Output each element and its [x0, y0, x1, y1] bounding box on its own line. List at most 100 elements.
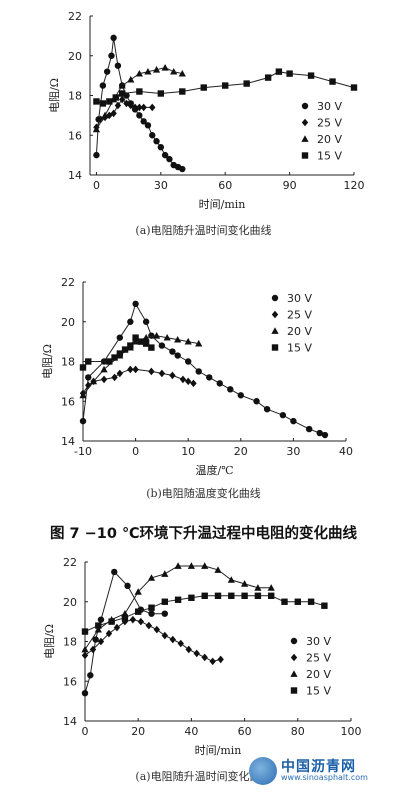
x-tick-label: 80: [291, 725, 305, 738]
y-tick-label: 20: [63, 596, 77, 609]
data-point: [169, 635, 176, 644]
data-point: [127, 75, 135, 83]
watermark: 中国沥青网 www.sinoasphalt.com: [249, 755, 399, 785]
data-point: [118, 90, 126, 97]
legend-marker: [271, 327, 279, 334]
y-tick-label: 22: [63, 556, 77, 569]
data-point: [140, 118, 147, 125]
data-point: [179, 375, 187, 384]
data-point: [174, 562, 182, 569]
series-line-30v: [84, 570, 165, 694]
data-point: [111, 373, 118, 382]
data-point: [114, 62, 122, 69]
data-point: [158, 369, 166, 378]
y-tick-label: 18: [61, 356, 75, 369]
x-tick-label: 0: [82, 725, 89, 738]
data-point: [137, 617, 145, 626]
data-point: [129, 615, 137, 624]
x-tick-label: 10: [181, 445, 195, 458]
y-axis-label: 电阻/Ω: [41, 344, 54, 379]
series-line-15v: [84, 595, 325, 633]
data-point: [111, 568, 118, 576]
watermark-name: 中国沥青网: [281, 759, 356, 775]
data-point: [217, 655, 224, 664]
data-point: [222, 82, 229, 89]
data-point: [281, 598, 288, 605]
x-tick-label: 60: [218, 179, 232, 192]
legend-label: 20 V: [306, 668, 331, 681]
data-point: [177, 639, 184, 648]
x-tick-label: 40: [184, 725, 198, 738]
legend-marker: [301, 152, 309, 159]
data-point: [305, 425, 313, 433]
chart-panel-time-2: 0 20 40 60 80 100 14 16 18 20 22 时间/min 电阻/Ω 30 V 25 V…: [0, 548, 407, 793]
data-point: [142, 340, 150, 347]
chart-panel-time-1: 0 30 60 90 120 14 16 18 20 22 时间/min 电阻/Ω 30 V 25 V 20…: [0, 0, 407, 245]
legend-label: 25 V: [317, 117, 342, 130]
data-point: [179, 165, 186, 173]
data-point: [188, 594, 195, 601]
data-point: [81, 689, 89, 697]
legend-marker: [290, 670, 298, 677]
x-tick-label: 20: [131, 725, 145, 738]
data-point: [237, 392, 244, 399]
data-point: [81, 645, 89, 653]
data-point: [140, 103, 147, 112]
x-tick-label: 60: [238, 725, 252, 738]
legend-marker: [290, 637, 298, 645]
data-point: [85, 358, 92, 365]
data-point: [161, 63, 169, 71]
data-point: [145, 621, 153, 630]
x-tick-label: 0: [132, 445, 139, 458]
x-axis-label: 时间/min: [195, 744, 242, 757]
data-point: [132, 300, 139, 308]
data-point: [209, 657, 216, 666]
data-point: [185, 358, 192, 365]
data-point: [103, 68, 111, 75]
x-tick-label: 0: [93, 179, 100, 192]
data-point: [79, 391, 87, 399]
data-point: [153, 331, 161, 339]
data-point: [193, 649, 200, 658]
data-point: [329, 78, 336, 85]
y-tick-label: 14: [61, 435, 75, 448]
x-tick-label: 120: [344, 179, 365, 192]
data-point: [268, 592, 275, 599]
y-tick-label: 22: [68, 10, 82, 23]
data-point: [121, 346, 129, 353]
data-point: [85, 374, 92, 381]
data-point: [131, 103, 139, 112]
y-axis-label: 电阻/Ω: [48, 78, 61, 113]
data-point: [142, 333, 150, 341]
legend-marker: [290, 687, 298, 694]
data-point: [147, 574, 156, 581]
data-point: [158, 342, 166, 349]
data-point: [241, 592, 248, 599]
data-point: [161, 631, 168, 640]
data-point: [127, 318, 134, 325]
data-point: [201, 562, 209, 569]
data-point: [241, 580, 249, 587]
data-point: [111, 354, 118, 361]
chart-caption-3: (a)电阻随升温时间变化曲线: [135, 770, 272, 783]
data-point: [163, 333, 171, 341]
data-point: [294, 598, 301, 605]
data-point: [99, 82, 107, 89]
data-point: [118, 81, 126, 89]
legend-marker: [271, 294, 279, 302]
data-point: [127, 342, 134, 349]
data-point: [214, 592, 222, 599]
data-point: [81, 651, 89, 660]
data-point: [94, 625, 102, 633]
data-point: [79, 364, 87, 371]
data-point: [185, 377, 192, 386]
watermark-url: www.sinoasphalt.com: [281, 773, 368, 782]
data-point: [136, 88, 143, 95]
data-point: [166, 155, 173, 163]
legend-marker: [271, 310, 279, 319]
legend-label: 15 V: [317, 150, 342, 163]
x-tick-label: 20: [234, 445, 248, 458]
data-point: [97, 115, 104, 124]
data-point: [185, 645, 192, 654]
data-point: [89, 645, 97, 654]
